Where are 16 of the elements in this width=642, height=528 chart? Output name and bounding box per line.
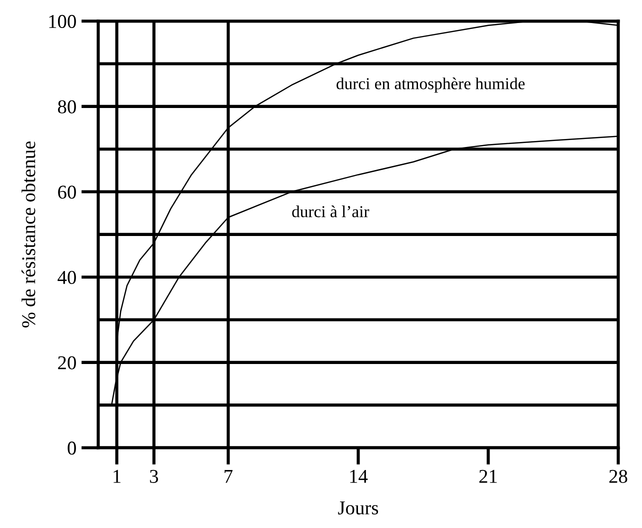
x-tick-label: 7 xyxy=(224,470,233,483)
y-axis-title: % de résistance obtenue xyxy=(22,141,36,328)
y-tick-label: 0 xyxy=(68,442,76,455)
y-tick-label: 40 xyxy=(58,270,76,284)
y-tick-label: 80 xyxy=(58,100,76,114)
series-label: durci en atmosphère humide xyxy=(336,78,525,93)
x-tick-label: 14 xyxy=(350,470,368,483)
y-tick-label: 100 xyxy=(49,14,76,28)
x-axis-title: Jours xyxy=(338,502,378,514)
y-tick-label: 20 xyxy=(58,356,76,370)
x-tick-label: 28 xyxy=(609,470,628,483)
y-tick-label: 60 xyxy=(58,186,76,199)
series-label: durci à l’air xyxy=(292,206,370,218)
x-tick-label: 1 xyxy=(114,470,120,483)
x-tick-label: 3 xyxy=(150,470,158,483)
x-tick-label: 21 xyxy=(479,470,497,483)
